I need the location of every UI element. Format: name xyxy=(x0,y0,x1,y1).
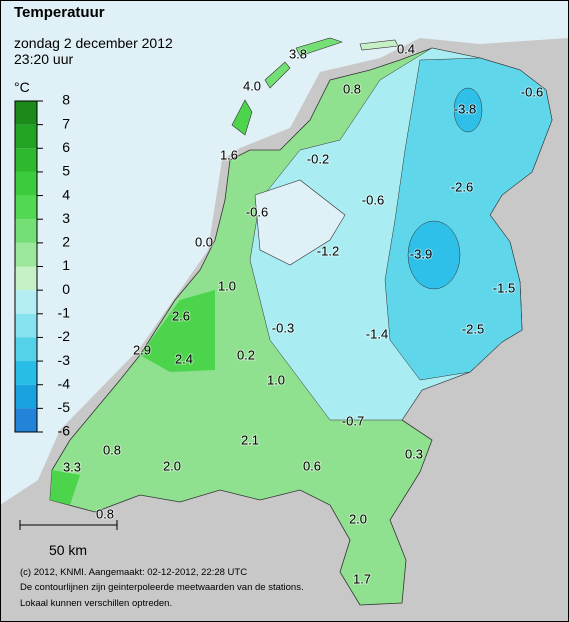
station-value: 2.1 xyxy=(241,432,259,447)
legend-tick-label: 5 xyxy=(62,163,70,179)
legend-tick-label: 1 xyxy=(62,257,70,273)
legend-tick-label: 0 xyxy=(62,281,70,297)
station-value: 1.7 xyxy=(353,571,371,586)
station-value: 1.0 xyxy=(267,372,285,387)
station-value: 3.3 xyxy=(63,459,81,474)
legend-tick-label: -2 xyxy=(58,328,71,344)
legend-band xyxy=(15,290,37,314)
date: zondag 2 december 2012 xyxy=(14,35,173,51)
legend-tick-label: -3 xyxy=(58,352,71,368)
cold-area xyxy=(384,57,553,381)
legend-band xyxy=(15,101,37,125)
station-value: 0.2 xyxy=(237,347,255,362)
station-value: 2.9 xyxy=(133,342,151,357)
legend-band xyxy=(15,266,37,291)
island xyxy=(359,39,399,51)
legend-tick-label: 7 xyxy=(62,115,70,131)
station-value: -0.6 xyxy=(362,192,384,207)
island xyxy=(231,99,253,136)
station-value: 0.8 xyxy=(343,81,361,96)
legend-tick-label: 6 xyxy=(62,139,70,155)
station-value: -0.3 xyxy=(272,320,294,335)
legend-band xyxy=(15,171,37,196)
legend-tick-label: -5 xyxy=(58,399,71,415)
station-value: -0.6 xyxy=(521,84,543,99)
sea xyxy=(0,0,569,505)
legend-tick-label: 8 xyxy=(62,92,70,108)
title: Temperatuur xyxy=(14,4,105,21)
footer-line: Lokaal kunnen verschillen optreden. xyxy=(20,598,172,609)
stations: 3.8 0.4 -0.6 4.0 0.8 -3.8 1.6 -0.2 -2.6 -0.6 -0.6 0… xyxy=(62,40,544,587)
time: 23:20 uur xyxy=(14,51,73,67)
unit: °C xyxy=(14,79,30,95)
legend-band xyxy=(15,148,37,172)
cold-core xyxy=(407,220,461,290)
legend-tick-label: -4 xyxy=(58,375,71,391)
legend-tick-label: -6 xyxy=(58,423,71,439)
station-value: 0.0 xyxy=(195,234,213,249)
station-value: 2.6 xyxy=(172,308,190,323)
station-value: 2.0 xyxy=(163,458,181,473)
legend-band xyxy=(15,124,37,149)
legend-tick-label: 2 xyxy=(62,234,70,250)
legend-band xyxy=(15,361,37,385)
legend-tick-label: -1 xyxy=(58,304,71,320)
footer-line: (c) 2012, KNMI. Aangemaakt: 02-12-2012, … xyxy=(20,567,247,578)
station-value: -0.2 xyxy=(307,151,329,166)
legend-band xyxy=(15,242,37,267)
station-value: 1.6 xyxy=(220,147,238,162)
legend-band xyxy=(15,408,37,432)
legend-band xyxy=(15,313,37,338)
station-value: 0.4 xyxy=(397,41,415,56)
station-value: 2.4 xyxy=(175,351,193,366)
station-value: 2.0 xyxy=(349,511,367,526)
station-value: 0.8 xyxy=(103,442,121,457)
station-value: -1.5 xyxy=(493,280,515,295)
station-value: 3.8 xyxy=(289,46,307,61)
station-value: -3.8 xyxy=(454,101,476,116)
station-value: 0.3 xyxy=(405,446,423,461)
station-value: -2.6 xyxy=(451,179,473,194)
station-value: -1.2 xyxy=(317,243,339,258)
legend-tick-label: 4 xyxy=(62,186,70,202)
legend-band xyxy=(15,219,37,243)
station-value: -0.7 xyxy=(342,413,364,428)
station-value: -3.9 xyxy=(410,246,432,261)
legend-tick-label: 3 xyxy=(62,210,70,226)
station-value: 0.6 xyxy=(303,458,321,473)
legend-band xyxy=(15,337,37,362)
station-value: -0.6 xyxy=(246,204,268,219)
warm-area xyxy=(50,470,80,505)
scale-label: 50 km xyxy=(49,542,87,558)
station-value: 4.0 xyxy=(243,78,261,93)
legend: 8 7 6 5 4 3 2 1 0 -1 -2 -3 -4 -5 -6 xyxy=(14,92,71,439)
station-value: -2.5 xyxy=(462,321,484,336)
lake xyxy=(254,179,346,266)
cold-core xyxy=(453,87,483,133)
station-value: 1.0 xyxy=(218,278,236,293)
footer-line: De contourlijnen zijn geinterpoleerde me… xyxy=(20,582,304,593)
legend-band xyxy=(15,195,37,220)
island xyxy=(264,61,291,89)
station-value: -1.4 xyxy=(366,326,388,341)
warm-area xyxy=(140,290,215,372)
legend-band xyxy=(15,384,37,409)
island xyxy=(295,37,343,57)
station-value: 0.8 xyxy=(96,506,114,521)
